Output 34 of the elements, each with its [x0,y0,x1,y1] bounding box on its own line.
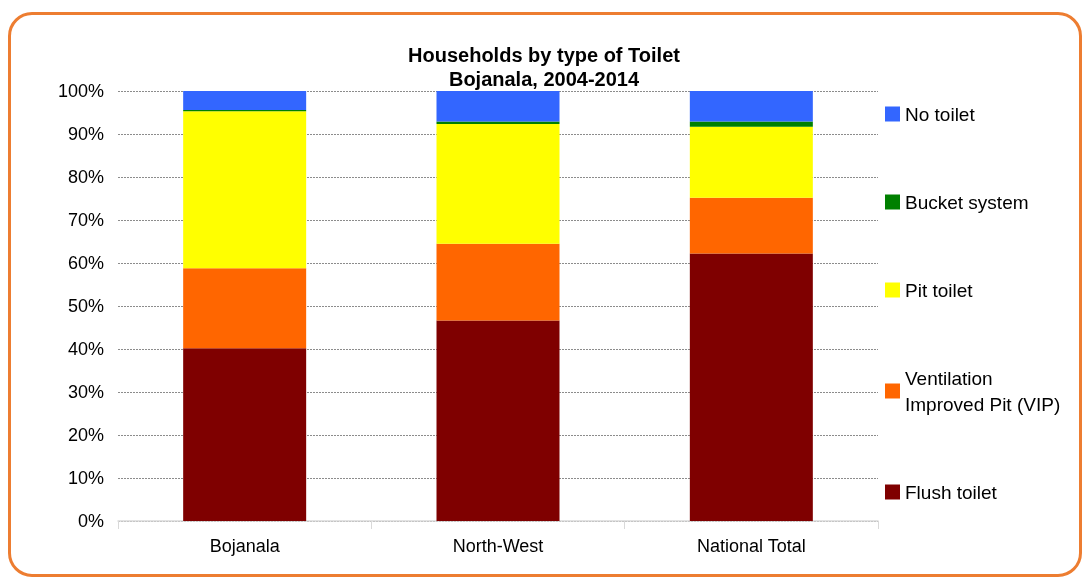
x-tick-label: National Total [696,536,806,556]
y-tick-label: 20% [67,425,104,445]
bar [436,320,560,521]
bar [689,121,813,127]
chart-title: Households by type of Toilet [408,44,681,66]
bar [689,197,813,254]
bar [436,243,560,321]
y-tick-label: 40% [67,339,104,359]
y-tick-label: 80% [67,167,104,187]
y-tick-label: 90% [67,124,104,144]
legend-label: Ventilation Improved Pit (VIP) [905,367,1061,415]
x-tick-label: Bojanala [209,536,281,556]
legend-label: Pit toilet [905,279,974,301]
bar [689,253,813,521]
bar [689,91,813,122]
bar [436,91,560,122]
bar [183,348,307,521]
y-tick-label: 50% [67,296,104,316]
legend-label: No toilet [905,103,976,125]
legend-label: Bucket system [905,191,1029,213]
x-tick-label: North-West [452,536,544,556]
y-tick-label: 30% [67,382,104,402]
y-tick-label: 60% [67,253,104,273]
bar [436,124,560,244]
chart-subtitle: Bojanala, 2004-2014 [448,68,640,90]
y-tick-label: 0% [77,511,104,531]
y-tick-label: 100% [57,81,104,101]
y-tick-label: 70% [67,210,104,230]
bar [183,111,307,269]
legend-label: Flush toilet [905,481,998,503]
bar [183,268,307,349]
y-tick-label: 10% [67,468,104,488]
bar [689,126,813,198]
bar [183,91,307,110]
